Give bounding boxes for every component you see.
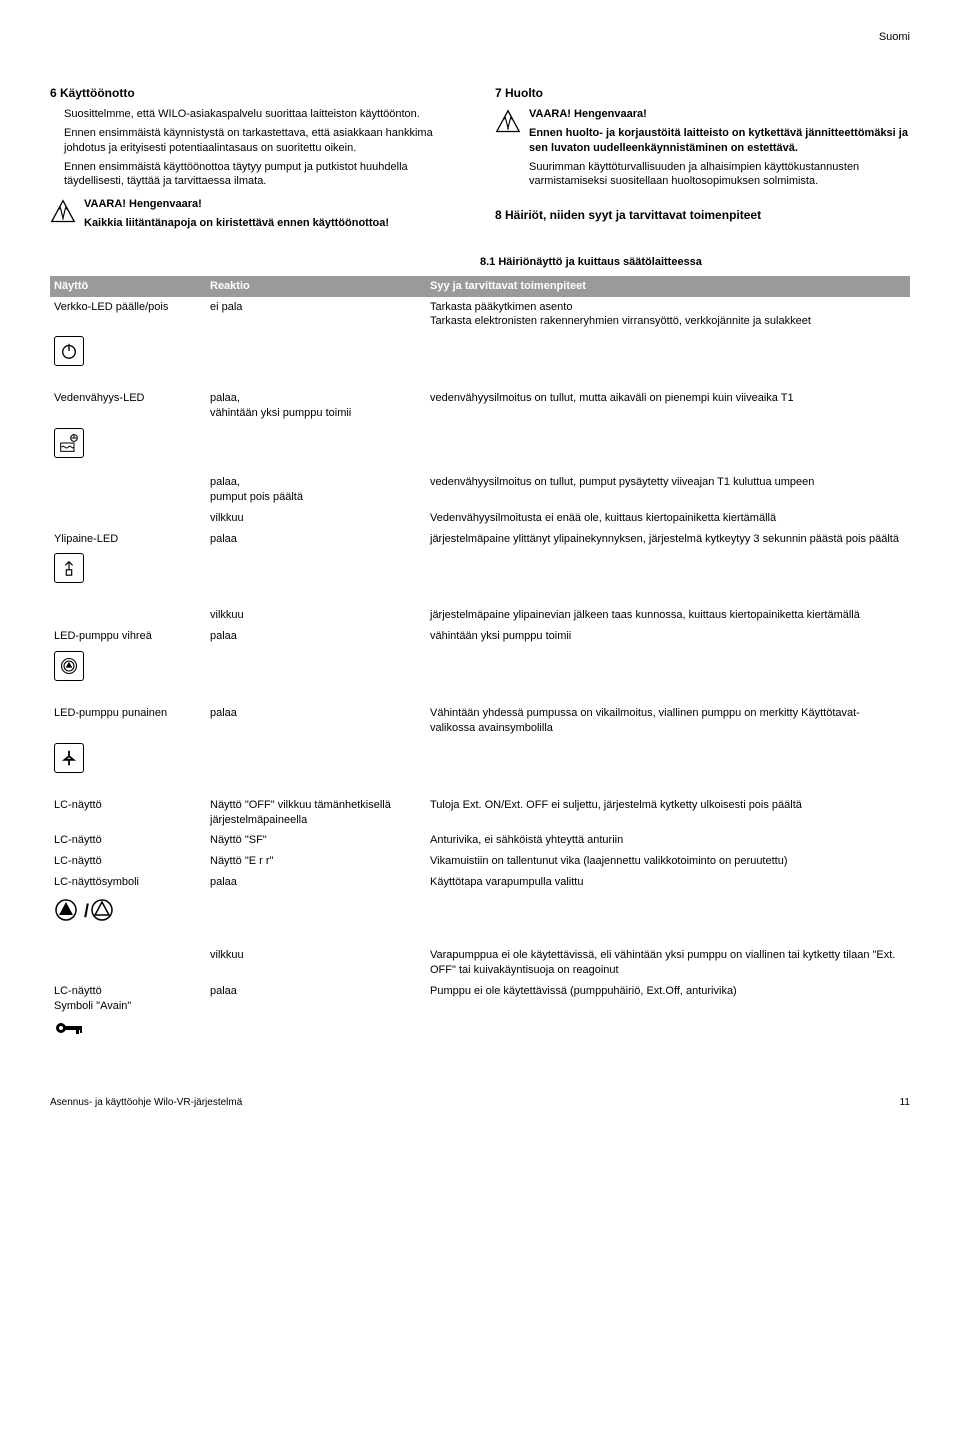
table-row: LC-näyttösymboli palaa Käyttötapa varapu… [50, 872, 910, 893]
cell-cause: Pumppu ei ole käytettävissä (pumppuhäiri… [430, 984, 910, 1014]
sec7-p2: Suurimman käyttöturvallisuuden ja alhais… [529, 160, 910, 190]
pump-green-icon [54, 651, 84, 681]
cell-display: LC-näyttö [50, 798, 210, 828]
cell-display: LED-pumppu punainen [50, 706, 210, 736]
table-row: LC-näyttöSymboli "Avain" palaa Pumppu ei… [50, 981, 910, 1017]
th-c1: Näyttö [50, 276, 210, 297]
table-block: Verkko-LED päälle/pois ei pala Tarkasta … [50, 297, 910, 367]
table-row: LED-pumppu punainen palaa Vähintään yhde… [50, 703, 910, 739]
cell-reaction: Näyttö "OFF" vilkkuu tämänhetkisellä jär… [210, 798, 430, 828]
table-row: vilkkuu Vedenvähyysilmoitusta ei enää ol… [50, 508, 910, 529]
cell-reaction: palaa,pumput pois päältä [210, 475, 430, 505]
key-icon [54, 1020, 910, 1036]
sec6-title: 6 Käyttöönotto [50, 85, 465, 101]
overpressure-icon [54, 553, 84, 583]
cell-cause: järjestelmäpaine ylittänyt ylipainekynny… [430, 532, 910, 547]
sec7-title: 7 Huolto [495, 85, 910, 101]
table-block: LED-pumppu punainen palaa Vähintään yhde… [50, 703, 910, 773]
cell-reaction: Näyttö "SF" [210, 833, 430, 848]
cell-reaction: palaa [210, 532, 430, 547]
cell-display: LC-näyttö [50, 833, 210, 848]
page-language: Suomi [50, 30, 910, 45]
table-block: Vedenvähyys-LED palaa,vähintään yksi pum… [50, 388, 910, 583]
sec6-warning: VAARA! Hengenvaara! Kaikkia liitäntänapo… [50, 197, 465, 235]
sec7-p1: Ennen huolto- ja korjaustöitä laitteisto… [529, 126, 910, 156]
table-row: vilkkuu Varapumppua ei ole käytettävissä… [50, 945, 910, 981]
page-footer: Asennus- ja käyttöohje Wilo-VR-järjestel… [50, 1096, 910, 1110]
column-right: 7 Huolto VAARA! Hengenvaara! Ennen huolt… [495, 85, 910, 235]
cell-display [50, 475, 210, 505]
top-columns: 6 Käyttöönotto Suosittelmme, että WILO-a… [50, 85, 910, 235]
sec8-sub: 8.1 Häiriönäyttö ja kuittaus säätölaitte… [480, 255, 910, 270]
cell-display [50, 511, 210, 526]
cell-display: LC-näyttöSymboli "Avain" [50, 984, 210, 1014]
table-header: Näyttö Reaktio Syy ja tarvittavat toimen… [50, 276, 910, 297]
table-row: palaa,pumput pois päältä vedenvähyysilmo… [50, 472, 910, 508]
cell-display: Ylipaine-LED [50, 532, 210, 547]
table-block: LC-näyttö Näyttö "OFF" vilkkuu tämänhetk… [50, 795, 910, 923]
cell-display: LC-näyttösymboli [50, 875, 210, 890]
sec8-title: 8 Häiriöt, niiden syyt ja tarvittavat to… [495, 207, 910, 223]
cell-cause: järjestelmäpaine ylipainevian jälkeen ta… [430, 608, 910, 623]
sec7-warn-title: VAARA! Hengenvaara! [529, 107, 910, 122]
table-row: Verkko-LED päälle/pois ei pala Tarkasta … [50, 297, 910, 333]
cell-display: Vedenvähyys-LED [50, 391, 210, 421]
cell-reaction: palaa,vähintään yksi pumppu toimii [210, 391, 430, 421]
pump-red-icon [54, 743, 84, 773]
cell-cause: Varapumppua ei ole käytettävissä, eli vä… [430, 948, 910, 978]
sec6-p2: Ennen ensimmäistä käynnistystä on tarkas… [64, 126, 465, 156]
table-row: Vedenvähyys-LED palaa,vähintään yksi pum… [50, 388, 910, 424]
sec7-warning: VAARA! Hengenvaara! Ennen huolto- ja kor… [495, 107, 910, 193]
cell-cause: vedenvähyysilmoitus on tullut, mutta aik… [430, 391, 910, 421]
cell-cause: Käyttötapa varapumpulla valittu [430, 875, 910, 890]
cell-reaction: Näyttö "E r r" [210, 854, 430, 869]
cell-display: LC-näyttö [50, 854, 210, 869]
footer-right: 11 [900, 1096, 910, 1110]
cell-cause: Vikamuistiin on tallentunut vika (laajen… [430, 854, 910, 869]
cell-reaction: palaa [210, 629, 430, 644]
table-row: vilkkuu järjestelmäpaine ylipainevian jä… [50, 605, 910, 626]
warning-triangle-icon [50, 199, 76, 223]
waterlow-icon [54, 428, 84, 458]
cell-cause: Tuloja Ext. ON/Ext. OFF ei suljettu, jär… [430, 798, 910, 828]
cell-display [50, 608, 210, 623]
cell-reaction: palaa [210, 984, 430, 1014]
table-row: LED-pumppu vihreä palaa vähintään yksi p… [50, 626, 910, 647]
table-row: LC-näyttö Näyttö "E r r" Vikamuistiin on… [50, 851, 910, 872]
table-row: LC-näyttö Näyttö "OFF" vilkkuu tämänhetk… [50, 795, 910, 831]
table-row: Ylipaine-LED palaa järjestelmäpaine ylit… [50, 529, 910, 550]
th-c2: Reaktio [210, 276, 430, 297]
sec6-p1: Suosittelmme, että WILO-asiakaspalvelu s… [64, 107, 465, 122]
table-block: vilkkuu Varapumppua ei ole käytettävissä… [50, 945, 910, 1036]
sec6-warn-body: Kaikkia liitäntänapoja on kiristettävä e… [84, 216, 389, 231]
svg-text:/: / [84, 901, 89, 921]
cell-display: Verkko-LED päälle/pois [50, 300, 210, 330]
cell-cause: Vähintään yhdessä pumpussa on vikailmoit… [430, 706, 910, 736]
cell-cause: vähintään yksi pumppu toimii [430, 629, 910, 644]
ab-symbol-icon: / [54, 897, 910, 923]
cell-cause: vedenvähyysilmoitus on tullut, pumput py… [430, 475, 910, 505]
cell-reaction: vilkkuu [210, 948, 430, 978]
footer-left: Asennus- ja käyttöohje Wilo-VR-järjestel… [50, 1096, 242, 1110]
table-block: vilkkuu järjestelmäpaine ylipainevian jä… [50, 605, 910, 681]
cell-reaction: ei pala [210, 300, 430, 330]
th-c3: Syy ja tarvittavat toimenpiteet [430, 276, 910, 297]
column-left: 6 Käyttöönotto Suosittelmme, että WILO-a… [50, 85, 465, 235]
cell-display: LED-pumppu vihreä [50, 629, 210, 644]
sec6-p3: Ennen ensimmäistä käyttöönottoa täytyy p… [64, 160, 465, 190]
cell-cause: Anturivika, ei sähköistä yhteyttä anturi… [430, 833, 910, 848]
cell-cause: Vedenvähyysilmoitusta ei enää ole, kuitt… [430, 511, 910, 526]
sec6-warn-title: VAARA! Hengenvaara! [84, 197, 389, 212]
power-icon [54, 336, 84, 366]
cell-display [50, 948, 210, 978]
table-row: LC-näyttö Näyttö "SF" Anturivika, ei säh… [50, 830, 910, 851]
warning-triangle-icon [495, 109, 521, 133]
cell-cause: Tarkasta pääkytkimen asentoTarkasta elek… [430, 300, 910, 330]
cell-reaction: vilkkuu [210, 511, 430, 526]
cell-reaction: palaa [210, 875, 430, 890]
cell-reaction: vilkkuu [210, 608, 430, 623]
cell-reaction: palaa [210, 706, 430, 736]
